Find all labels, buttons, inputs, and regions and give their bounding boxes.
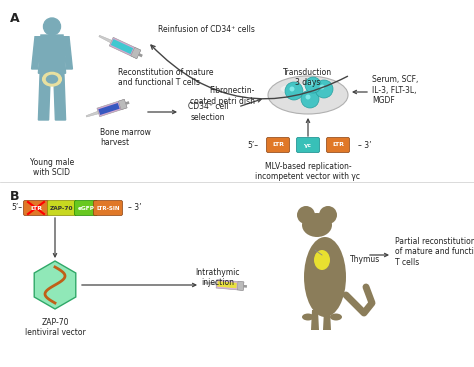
FancyArrowPatch shape xyxy=(54,218,57,257)
Text: Fibronectin-
coated petri dish: Fibronectin- coated petri dish xyxy=(190,86,255,106)
Text: 5’–: 5’– xyxy=(11,203,22,212)
Ellipse shape xyxy=(302,213,332,237)
Polygon shape xyxy=(54,73,65,120)
Text: Intrathymic
injection: Intrathymic injection xyxy=(196,268,240,287)
Ellipse shape xyxy=(304,237,346,317)
Circle shape xyxy=(305,77,321,93)
Text: 5’–: 5’– xyxy=(247,141,258,149)
Circle shape xyxy=(309,80,313,86)
Ellipse shape xyxy=(281,84,316,94)
Text: Young male
with SCID: Young male with SCID xyxy=(30,158,74,177)
Polygon shape xyxy=(131,47,141,59)
Circle shape xyxy=(319,84,325,90)
Polygon shape xyxy=(118,99,127,110)
Circle shape xyxy=(290,87,294,91)
Polygon shape xyxy=(217,281,237,288)
Ellipse shape xyxy=(268,76,348,114)
FancyBboxPatch shape xyxy=(24,200,48,215)
Polygon shape xyxy=(86,111,99,117)
Polygon shape xyxy=(138,53,143,57)
Text: Reconstitution of mature
and functional T cells: Reconstitution of mature and functional … xyxy=(118,68,213,87)
Text: A: A xyxy=(10,12,19,25)
Polygon shape xyxy=(34,261,76,309)
Text: – 3’: – 3’ xyxy=(358,141,372,149)
Text: Serum, SCF,
IL-3, FLT-3L,
MGDF: Serum, SCF, IL-3, FLT-3L, MGDF xyxy=(372,75,419,105)
Polygon shape xyxy=(237,281,244,290)
Ellipse shape xyxy=(302,313,314,320)
Polygon shape xyxy=(99,35,112,43)
Text: Reinfusion of CD34⁺ cells: Reinfusion of CD34⁺ cells xyxy=(158,25,255,34)
FancyArrowPatch shape xyxy=(353,90,367,94)
FancyBboxPatch shape xyxy=(297,138,319,153)
FancyBboxPatch shape xyxy=(93,200,122,215)
FancyBboxPatch shape xyxy=(47,200,76,215)
Text: eGFP: eGFP xyxy=(78,206,94,211)
Polygon shape xyxy=(38,35,65,73)
Text: B: B xyxy=(10,190,19,203)
Polygon shape xyxy=(97,99,127,117)
Ellipse shape xyxy=(43,72,61,86)
Text: LTR: LTR xyxy=(332,142,344,148)
FancyArrowPatch shape xyxy=(82,283,196,287)
FancyArrowPatch shape xyxy=(151,45,347,99)
Circle shape xyxy=(315,80,333,98)
Ellipse shape xyxy=(330,313,342,320)
FancyBboxPatch shape xyxy=(74,200,98,215)
Circle shape xyxy=(44,18,61,35)
FancyArrowPatch shape xyxy=(148,110,176,114)
Polygon shape xyxy=(98,103,119,115)
Ellipse shape xyxy=(314,250,330,270)
Circle shape xyxy=(301,90,319,108)
Text: Bone marrow
harvest: Bone marrow harvest xyxy=(100,128,151,148)
Polygon shape xyxy=(32,37,41,69)
Text: ZAP-70: ZAP-70 xyxy=(50,206,74,211)
FancyArrowPatch shape xyxy=(370,253,388,257)
Text: LTR: LTR xyxy=(272,142,284,148)
Polygon shape xyxy=(244,285,247,288)
Polygon shape xyxy=(323,310,331,330)
Text: LTR-SIN: LTR-SIN xyxy=(96,206,120,211)
Circle shape xyxy=(285,82,303,100)
Text: ZAP-70
lentiviral vector: ZAP-70 lentiviral vector xyxy=(25,318,85,337)
Polygon shape xyxy=(111,39,133,54)
Polygon shape xyxy=(311,310,319,330)
Circle shape xyxy=(297,206,315,224)
Polygon shape xyxy=(109,37,141,59)
Text: γc: γc xyxy=(304,142,312,148)
Polygon shape xyxy=(216,280,244,290)
Text: Transduction
3 days: Transduction 3 days xyxy=(283,68,333,87)
Polygon shape xyxy=(38,73,50,120)
Text: Thymus: Thymus xyxy=(350,255,380,265)
FancyBboxPatch shape xyxy=(266,138,290,153)
Text: – 3’: – 3’ xyxy=(128,203,142,212)
Text: Partial reconstitution
of mature and functional
T cells: Partial reconstitution of mature and fun… xyxy=(395,237,474,267)
Text: LTR: LTR xyxy=(30,206,42,211)
Polygon shape xyxy=(205,282,217,285)
Ellipse shape xyxy=(46,75,57,83)
Circle shape xyxy=(306,94,310,99)
Circle shape xyxy=(319,206,337,224)
Text: MLV-based replication-
incompetent vector with γc: MLV-based replication- incompetent vecto… xyxy=(255,162,361,181)
Text: CD34⁺ cell
selection: CD34⁺ cell selection xyxy=(188,102,228,122)
Polygon shape xyxy=(125,101,129,105)
Polygon shape xyxy=(63,37,73,69)
FancyBboxPatch shape xyxy=(327,138,349,153)
FancyArrowPatch shape xyxy=(241,99,261,106)
FancyArrowPatch shape xyxy=(306,119,310,136)
